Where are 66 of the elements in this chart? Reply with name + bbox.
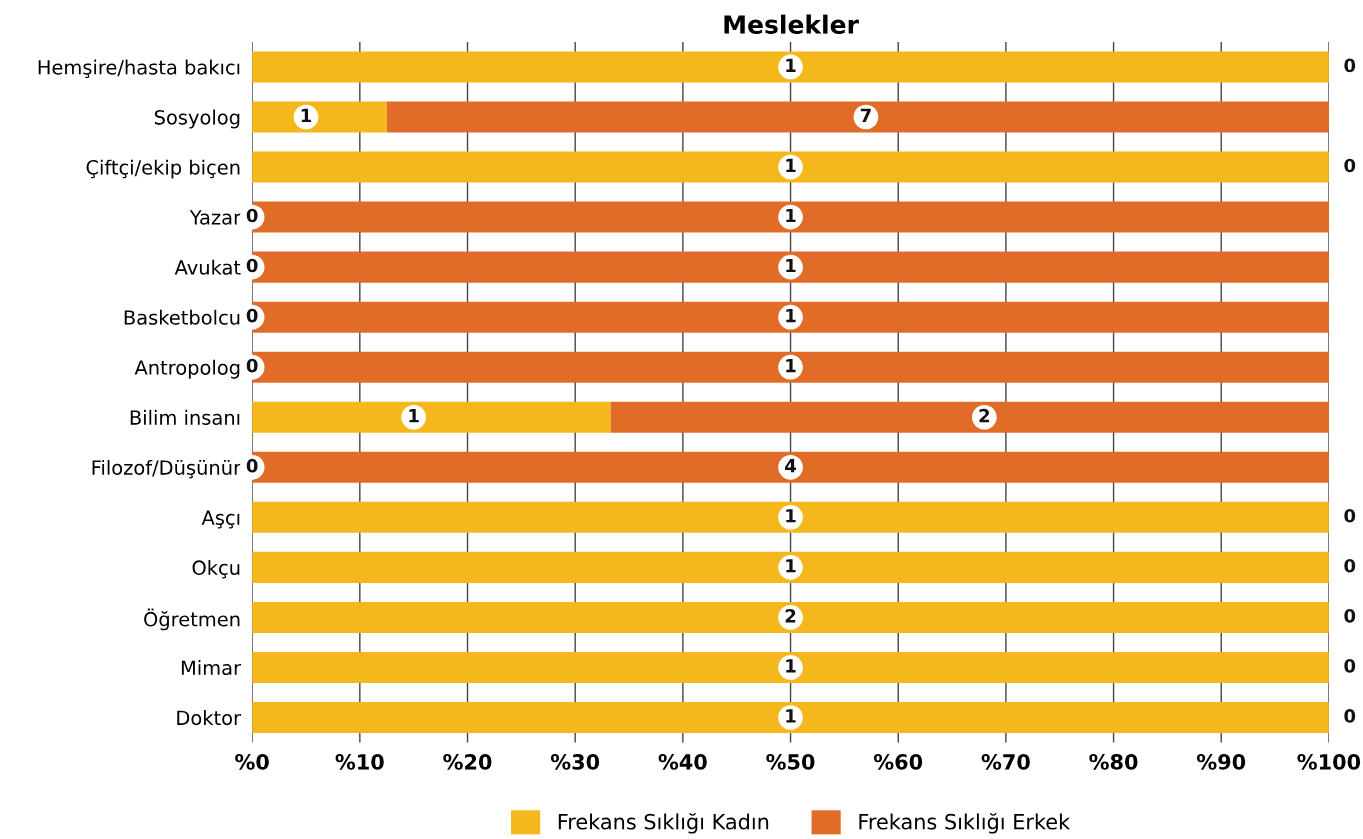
annotation: 2 xyxy=(785,609,796,623)
annotation: 1 xyxy=(786,559,796,573)
x-tick-label: %0 xyxy=(235,753,269,770)
x-tick-label: %60 xyxy=(873,753,923,770)
bar xyxy=(610,401,1329,433)
annotation: 0 xyxy=(1344,158,1356,173)
bar xyxy=(252,401,611,433)
bar xyxy=(252,501,1329,533)
annotation: 0 xyxy=(246,308,258,323)
y-tick-label: Avukat xyxy=(174,259,241,275)
annotation: 2 xyxy=(979,408,990,423)
x-tick-label: %10 xyxy=(335,753,384,770)
annotation: 0 xyxy=(1344,508,1356,523)
annotation: 0 xyxy=(1344,609,1356,623)
x-tick-label: %90 xyxy=(1196,753,1246,770)
bar xyxy=(252,651,1329,683)
y-tick-label: Aşçı xyxy=(201,510,240,529)
bar xyxy=(386,101,1329,133)
y-tick-label: Öğretmen xyxy=(144,608,240,631)
annotation: 0 xyxy=(1344,659,1356,673)
bar xyxy=(252,601,1329,633)
annotation: 0 xyxy=(246,358,258,373)
x-tick-label: %80 xyxy=(1089,753,1138,770)
x-tick-label: %30 xyxy=(550,753,600,770)
annotation: 1 xyxy=(786,208,796,223)
annotation: 1 xyxy=(786,659,796,673)
y-tick-label: Antropolog xyxy=(134,359,240,379)
annotation: 0 xyxy=(246,458,258,473)
y-tick-label: Doktor xyxy=(177,710,242,726)
chart-title: Meslekler xyxy=(724,14,859,34)
bar xyxy=(252,551,1329,583)
bar xyxy=(252,151,1329,183)
annotation: 0 xyxy=(1344,58,1356,73)
bar xyxy=(252,51,1329,83)
annotation: 1 xyxy=(786,158,796,173)
annotation: 1 xyxy=(786,58,796,72)
annotation: 0 xyxy=(1344,709,1356,723)
legend-label: Frekans Sıklığı Erkek xyxy=(859,812,1071,834)
y-tick-label: Yazar xyxy=(189,210,242,225)
annotation: 1 xyxy=(786,359,796,373)
annotation: 7 xyxy=(860,108,871,122)
x-tick-label: %50 xyxy=(766,753,815,770)
annotation: 1 xyxy=(301,108,312,122)
x-tick-label: %70 xyxy=(981,753,1030,770)
annotation: 0 xyxy=(246,258,258,273)
x-tick-label: %100 xyxy=(1297,753,1361,770)
annotation: 1 xyxy=(409,409,419,423)
annotation: 1 xyxy=(786,308,796,323)
annotation: 1 xyxy=(786,709,796,723)
y-tick-label: Çiftçi/ekip biçen xyxy=(86,159,240,179)
legend-label: Frekans Sıklığı Kadın xyxy=(558,812,769,834)
annotation: 0 xyxy=(246,208,258,223)
annotation: 0 xyxy=(1344,558,1356,573)
y-tick-label: Mimar xyxy=(181,660,242,676)
y-tick-label: Sosyolog xyxy=(154,109,240,129)
annotation: 4 xyxy=(785,459,796,473)
x-tick-label: %20 xyxy=(443,753,492,770)
annotation: 1 xyxy=(786,258,796,273)
annotation: 1 xyxy=(786,509,796,523)
y-tick-label: Bilim insanı xyxy=(130,409,240,425)
bar xyxy=(252,701,1329,734)
y-tick-label: Hemşire/hasta bakıcı xyxy=(38,59,240,79)
x-tick-label: %40 xyxy=(658,753,707,770)
y-tick-label: Filozof/Düşünür xyxy=(92,459,242,479)
y-tick-label: Basketbolcu xyxy=(124,309,240,325)
y-tick-label: Okçu xyxy=(192,559,240,579)
